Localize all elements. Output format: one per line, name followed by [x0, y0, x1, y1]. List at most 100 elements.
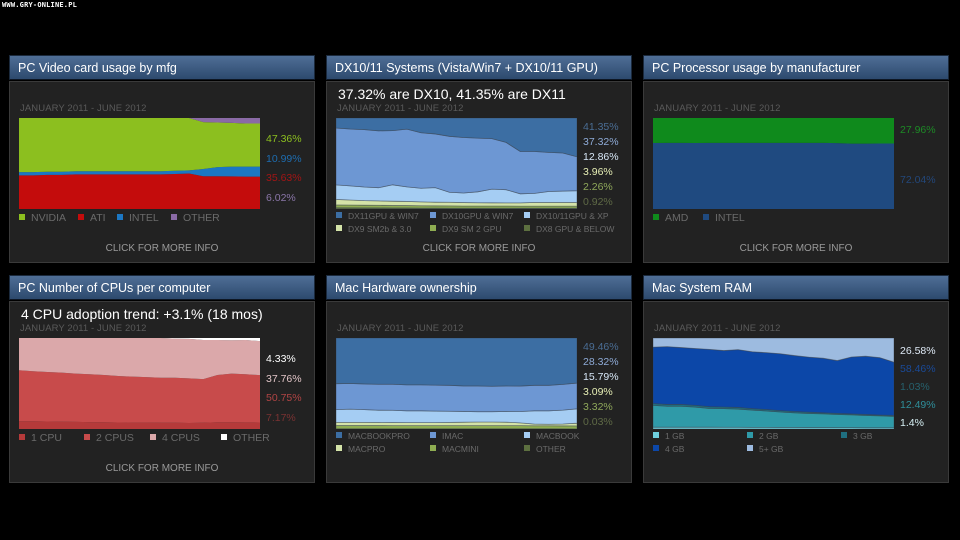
stacked-area-chart[interactable] [653, 118, 894, 209]
value-label: 26.58% [900, 345, 936, 357]
legend-label: MACBOOKPRO [348, 431, 410, 441]
legend-swatch [19, 434, 25, 440]
chart-svg [19, 338, 260, 429]
area-series-other [19, 118, 260, 124]
chart-svg [19, 118, 260, 209]
panel-headline: 4 CPU adoption trend: +3.1% (18 mos) [21, 306, 263, 322]
value-label: 3.32% [583, 401, 613, 413]
legend-swatch [171, 214, 177, 220]
legend-label: 2 CPUS [96, 432, 134, 444]
panel-title[interactable]: PC Video card usage by mfg [9, 55, 315, 80]
click-for-more-info-link[interactable]: CLICK FOR MORE INFO [739, 243, 853, 254]
stacked-area-chart[interactable] [653, 338, 894, 429]
legend-item: INTEL [703, 212, 745, 224]
legend-swatch [78, 214, 84, 220]
stacked-area-chart[interactable] [19, 338, 260, 429]
legend-swatch [524, 225, 530, 231]
legend-swatch [430, 432, 436, 438]
legend-label: MACPRO [348, 444, 386, 454]
value-label: 6.02% [266, 191, 296, 204]
legend-item: DX8 GPU & BELOW [524, 224, 614, 234]
chart-svg [336, 338, 577, 429]
value-label: 3.96% [583, 166, 613, 178]
panel-body: 4 CPU adoption trend: +3.1% (18 mos) JANU… [9, 301, 315, 483]
legend-label: 5+ GB [759, 444, 784, 454]
area-series-5-gb [653, 338, 894, 363]
legend-item: AMD [653, 212, 688, 224]
stats-panel[interactable]: PC Number of CPUs per computer 4 CPU adop… [9, 275, 315, 483]
panel-title[interactable]: Mac System RAM [643, 275, 949, 300]
legend-label: NVIDIA [31, 212, 67, 224]
area-series-imac [336, 382, 577, 413]
legend-swatch [336, 432, 342, 438]
legend-label: ATI [90, 212, 106, 224]
value-label: 1.4% [900, 417, 924, 429]
legend-swatch [747, 432, 753, 438]
value-label: 58.46% [900, 363, 936, 375]
legend-item: IMAC [430, 431, 463, 441]
legend-label: DX11GPU & WIN7 [348, 211, 419, 221]
stats-panel[interactable]: PC Processor usage by manufacturer JANUAR… [643, 55, 949, 263]
legend-item: 1 CPU [19, 432, 62, 444]
legend-label: 1 CPU [31, 432, 62, 444]
value-label: 47.36% [266, 133, 302, 145]
legend-swatch [430, 445, 436, 451]
stats-panel[interactable]: Mac System RAM JANUARY 2011 - JUNE 2012 26… [643, 275, 949, 483]
value-label: 12.86% [583, 151, 619, 163]
area-series-ati [19, 173, 260, 209]
value-label: 10.99% [266, 152, 302, 165]
value-label: 0.03% [583, 416, 613, 428]
date-range: JANUARY 2011 - JUNE 2012 [337, 103, 464, 114]
legend-label: OTHER [233, 432, 270, 444]
legend-swatch [841, 432, 847, 438]
value-label: 7.17% [266, 411, 296, 424]
panel-title[interactable]: PC Processor usage by manufacturer [643, 55, 949, 80]
area-series-macbookpro [336, 338, 577, 387]
click-for-more-info-link[interactable]: CLICK FOR MORE INFO [422, 243, 536, 254]
value-label: 1.03% [900, 381, 930, 393]
legend-swatch [430, 212, 436, 218]
legend-swatch [524, 212, 530, 218]
value-label: 28.32% [583, 356, 619, 368]
panel-body: JANUARY 2011 - JUNE 2012 27.96% 72.04% AMD I… [643, 81, 949, 263]
legend-item: ATI [78, 212, 106, 224]
legend-item: 4 CPUS [150, 432, 200, 444]
legend-item: NVIDIA [19, 212, 66, 224]
stats-panel[interactable]: PC Video card usage by mfg JANUARY 2011 -… [9, 55, 315, 263]
legend-label: DX8 GPU & BELOW [536, 224, 615, 234]
stats-panel[interactable]: Mac Hardware ownership JANUARY 2011 - JUN… [326, 275, 632, 483]
legend-item: DX10GPU & WIN7 [430, 211, 513, 221]
area-series-intel [653, 142, 894, 209]
legend-label: DX10/11GPU & XP [536, 211, 609, 221]
area-series-dx11gpu-win7 [336, 118, 577, 158]
legend-swatch [747, 445, 753, 451]
value-label: 12.49% [900, 399, 936, 411]
value-label: 37.76% [266, 372, 302, 385]
legend-swatch [336, 225, 342, 231]
value-label: 3.09% [583, 386, 613, 398]
legend-item: DX9 SM 2 GPU [430, 224, 502, 234]
stats-panel[interactable]: DX10/11 Systems (Vista/Win7 + DX10/11 GP… [326, 55, 632, 263]
legend-item: MACBOOKPRO [336, 431, 410, 441]
value-label: 15.79% [583, 371, 619, 383]
legend-item: OTHER [171, 212, 220, 224]
legend-swatch [221, 434, 227, 440]
panel-title[interactable]: PC Number of CPUs per computer [9, 275, 315, 300]
stacked-area-chart[interactable] [336, 338, 577, 429]
panel-title[interactable]: DX10/11 Systems (Vista/Win7 + DX10/11 GP… [326, 55, 632, 80]
legend-swatch [150, 434, 156, 440]
value-label: 0.92% [583, 196, 613, 208]
click-for-more-info-link[interactable]: CLICK FOR MORE INFO [105, 463, 219, 474]
legend-item: 2 CPUS [84, 432, 134, 444]
panel-body: 37.32% are DX10, 41.35% are DX11 JANUARY … [326, 81, 632, 263]
legend-label: MACMINI [442, 444, 479, 454]
legend-swatch [524, 432, 530, 438]
legend-item: 5+ GB [747, 444, 783, 454]
stacked-area-chart[interactable] [336, 118, 577, 209]
stacked-area-chart[interactable] [19, 118, 260, 209]
click-for-more-info-link[interactable]: CLICK FOR MORE INFO [105, 243, 219, 254]
panel-title[interactable]: Mac Hardware ownership [326, 275, 632, 300]
value-label: 35.63% [266, 172, 302, 184]
area-series-intel [19, 166, 260, 177]
legend-item: MACBOOK [524, 431, 579, 441]
